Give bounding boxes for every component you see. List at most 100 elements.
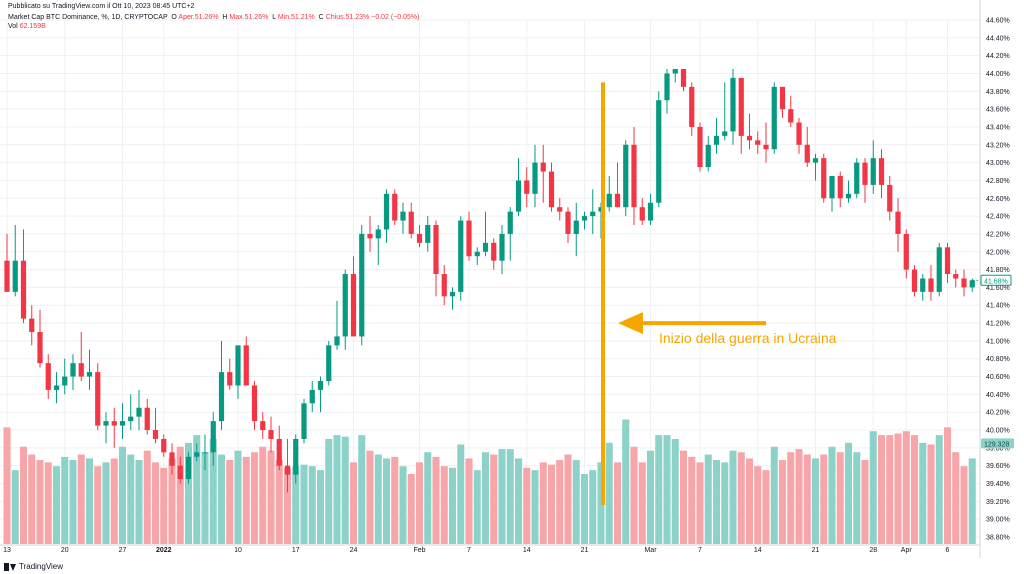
candle-body: [656, 100, 662, 203]
volume-bar: [135, 460, 143, 544]
volume-bar: [349, 462, 358, 544]
candle-body: [375, 229, 381, 239]
volume-bar: [160, 467, 168, 544]
candle-body: [400, 211, 406, 221]
volume-bar: [861, 460, 869, 544]
volume-bar: [613, 462, 622, 544]
volume-bar: [745, 458, 754, 544]
annotation-layer: Inizio della guerra in Ucraina: [601, 82, 837, 505]
candle-body: [309, 389, 315, 404]
candle-body: [738, 77, 744, 136]
candle-layer: [4, 69, 980, 493]
volume-bar: [712, 460, 721, 544]
candle-body: [639, 207, 645, 221]
volume-bar: [704, 454, 712, 544]
candle-body: [524, 180, 530, 194]
candle-body: [961, 278, 967, 288]
candle-body: [383, 193, 390, 230]
candle-body: [466, 220, 472, 257]
time-tick-label: 6: [946, 547, 950, 554]
candle-body: [854, 162, 860, 194]
time-tick-label: 24: [350, 547, 358, 554]
candle-body: [144, 407, 150, 431]
candle-body: [425, 225, 431, 243]
candle-body: [169, 452, 175, 466]
low-value: Min.51.21%: [277, 14, 315, 21]
candle-body: [326, 345, 332, 382]
candle-body: [474, 251, 480, 257]
candle-body: [268, 430, 274, 439]
price-axis[interactable]: 44.60% 44.40% 44.20% 44.00% 43.80% 43.60% 43.4…: [980, 18, 1014, 542]
time-tick-label: 13: [3, 547, 11, 554]
candle-body: [565, 211, 571, 234]
volume-bar: [440, 466, 448, 544]
time-axis[interactable]: 13 20 27 2022 10 17 24 Feb 7 14 21 Mar 7 14 21 28 Apr 6: [3, 547, 949, 554]
candle-body: [557, 207, 563, 212]
price-tick-label: 41.00%: [986, 338, 1010, 345]
volume-bar: [201, 452, 209, 544]
candle-body: [664, 73, 670, 101]
volume-bar: [143, 450, 151, 544]
volume-bar: [960, 466, 968, 544]
volume-bar: [778, 460, 787, 544]
candle-body: [86, 372, 93, 377]
volume-bar: [61, 456, 69, 544]
candle-body: [821, 158, 827, 199]
close-label: C: [318, 14, 324, 21]
volume-bar: [523, 467, 531, 544]
price-tick-label: 43.40%: [986, 124, 1010, 131]
price-tick-label: 40.40%: [986, 392, 1010, 399]
candle-body: [293, 438, 299, 475]
price-tick-label: 41.80%: [986, 267, 1010, 274]
volume-bar: [151, 462, 160, 544]
candle-body: [672, 69, 678, 74]
volume-bar: [127, 454, 135, 544]
price-tick-label: 44.00%: [986, 71, 1010, 78]
volume-bar: [943, 427, 952, 544]
price-tick-label: 42.80%: [986, 178, 1010, 185]
volume-bar: [28, 454, 36, 544]
volume-bar: [242, 456, 250, 544]
volume-bar: [481, 452, 490, 544]
volume-bar: [910, 435, 919, 544]
volume-bar: [795, 449, 803, 544]
volume-bar: [176, 446, 184, 544]
candle-body: [532, 162, 538, 194]
candle-body: [177, 465, 183, 480]
candle-body: [837, 175, 843, 199]
candle-body: [829, 175, 835, 199]
volume-bar: [754, 466, 762, 544]
volume-bar: [770, 446, 778, 544]
candle-body: [515, 180, 522, 212]
volume-bar: [498, 449, 506, 544]
candle-body: [689, 86, 695, 127]
price-tick-label: 39.80%: [986, 445, 1010, 452]
volume-bar: [44, 462, 52, 544]
time-tick-label: Feb: [413, 547, 425, 554]
candle-body: [317, 381, 324, 390]
volume-bar: [622, 419, 630, 544]
candle-body: [276, 438, 282, 466]
legend-volume: Vol 62.159B: [8, 23, 46, 30]
candle-body: [779, 86, 786, 110]
annotation-label: Inizio della guerra in Ucraina: [659, 330, 837, 346]
volume-bar: [407, 474, 415, 544]
candle-body: [540, 162, 546, 172]
candle-body: [796, 122, 802, 145]
price-tick-label: 43.20%: [986, 142, 1010, 149]
candle-body: [392, 193, 398, 221]
candle-body: [62, 376, 68, 386]
volume-bar: [52, 466, 61, 544]
volume-bar: [506, 449, 514, 544]
price-tick-label: 42.00%: [986, 249, 1010, 256]
candle-body: [920, 278, 926, 292]
volume-bar: [902, 431, 910, 544]
volume-bar: [432, 456, 440, 544]
volume-bar: [490, 454, 498, 544]
volume-bar: [275, 460, 283, 544]
candle-body: [408, 211, 414, 234]
volume-bar: [3, 427, 11, 544]
time-tick-label: 14: [523, 547, 531, 554]
price-tick-label: 42.40%: [986, 214, 1010, 221]
